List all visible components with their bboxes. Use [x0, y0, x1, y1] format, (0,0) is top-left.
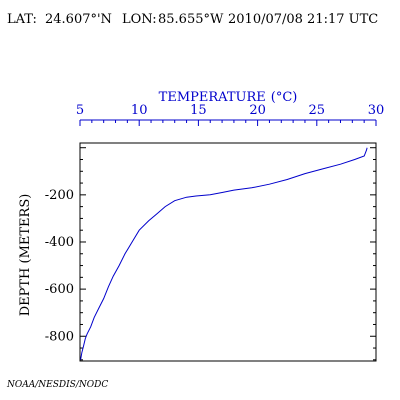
y-axis-title: DEPTH (METERS) — [18, 194, 33, 317]
x-axis-title: TEMPERATURE (°C) — [159, 90, 298, 105]
x-tick-label: 20 — [249, 103, 266, 118]
profile-series — [80, 147, 368, 360]
x-tick-label: 10 — [131, 103, 148, 118]
header-lon-label: LON: — [122, 12, 157, 27]
y-tick-label: -400 — [45, 235, 74, 250]
x-tick-label: 15 — [190, 103, 207, 118]
x-axis-title-unit: (°C) — [271, 90, 298, 105]
y-tick-label: -200 — [45, 188, 74, 203]
x-tick-label: 30 — [368, 103, 385, 118]
y-tick-label: -800 — [45, 329, 74, 344]
header-lat-value: 24.607°'N — [45, 12, 112, 27]
y-axis-ticks: -200 -400 -600 -800 — [45, 147, 376, 361]
x-tick-label: 5 — [76, 103, 84, 118]
plot-frame — [79, 142, 377, 362]
header-lon-value: 85.655°W — [158, 12, 224, 27]
y-tick-label: -600 — [45, 282, 74, 297]
temperature-profile-line — [80, 147, 368, 360]
x-tick-label: 25 — [309, 103, 326, 118]
x-axis-title-text: TEMPERATURE — [159, 90, 266, 105]
x-axis-ticks: 5 10 15 20 25 30 — [76, 103, 384, 126]
header-lat-label: LAT: — [7, 12, 37, 27]
header-datetime: 2010/07/08 21:17 UTC — [228, 12, 378, 27]
footer-credit: NOAA/NESDIS/NODC — [6, 380, 108, 390]
